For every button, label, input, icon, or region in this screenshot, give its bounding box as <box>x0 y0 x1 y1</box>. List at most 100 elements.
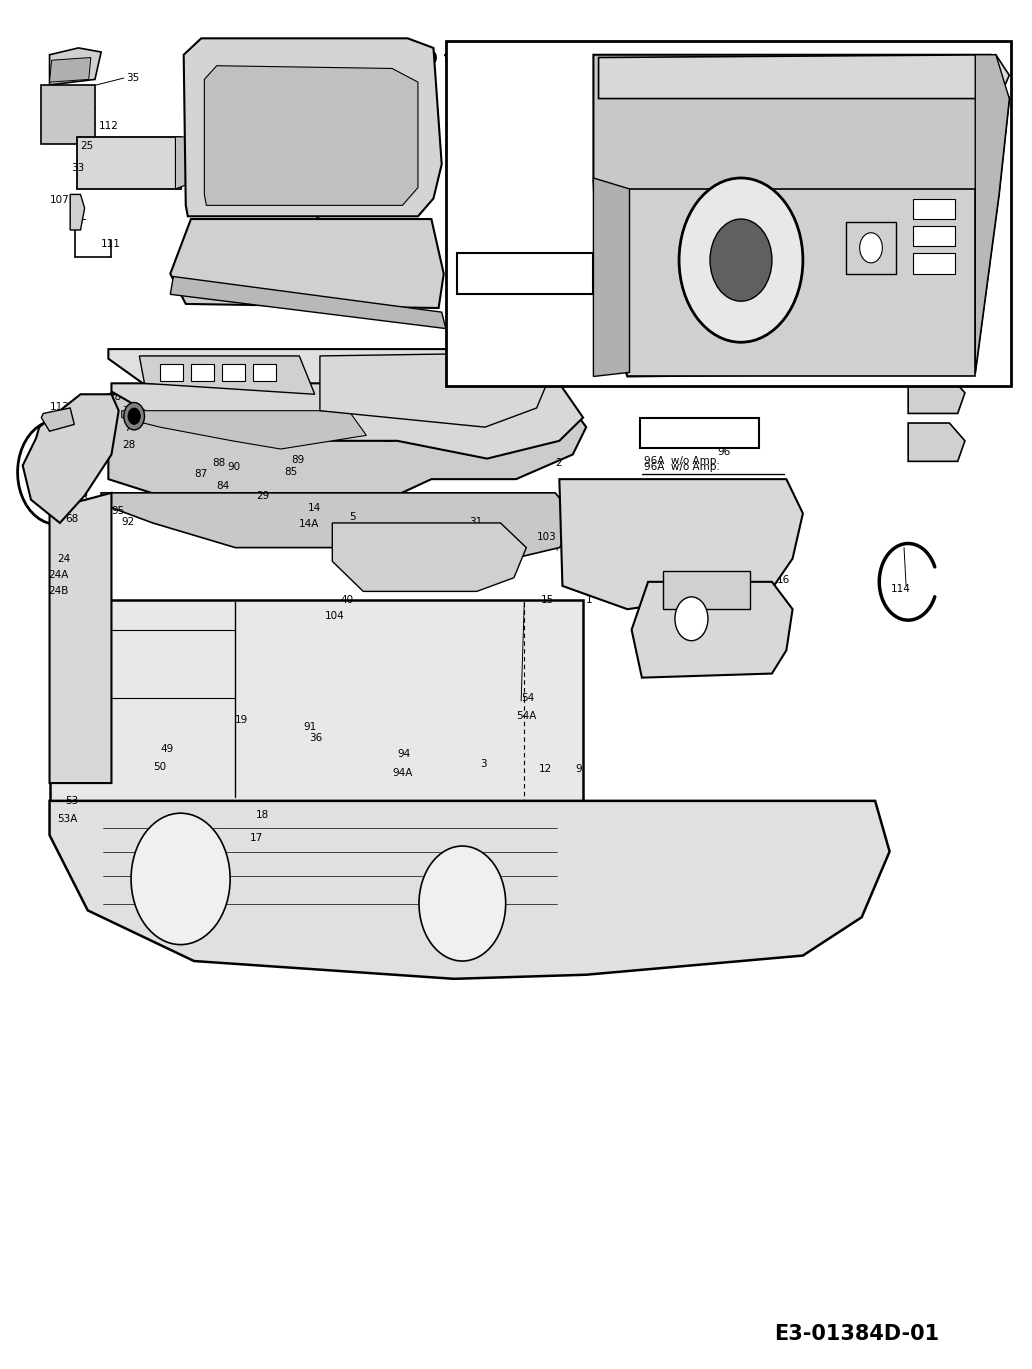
Text: 92: 92 <box>122 516 135 527</box>
Text: 28: 28 <box>122 439 135 450</box>
Polygon shape <box>184 38 442 216</box>
Text: Model  450 thru 479: Model 450 thru 479 <box>329 49 527 68</box>
Text: 13: 13 <box>382 434 395 445</box>
Polygon shape <box>111 383 583 459</box>
Text: E3-01384D-01: E3-01384D-01 <box>774 1324 939 1344</box>
Polygon shape <box>108 394 586 523</box>
Bar <box>446 41 1011 386</box>
Text: 2: 2 <box>555 457 561 468</box>
Text: 73: 73 <box>941 449 955 460</box>
Text: 13: 13 <box>466 402 480 413</box>
Text: 112: 112 <box>99 120 119 131</box>
Text: 79: 79 <box>122 405 135 416</box>
Text: 11: 11 <box>724 517 738 528</box>
Circle shape <box>860 233 882 263</box>
Text: 3: 3 <box>480 758 486 769</box>
Text: 21: 21 <box>39 460 53 471</box>
Text: 97: 97 <box>570 189 583 200</box>
Circle shape <box>419 846 506 961</box>
Text: 94: 94 <box>397 749 411 760</box>
Text: 17: 17 <box>250 832 263 843</box>
Text: 49: 49 <box>160 743 173 754</box>
Polygon shape <box>50 57 91 82</box>
Polygon shape <box>41 85 95 144</box>
Text: 5: 5 <box>349 512 355 523</box>
Text: 113: 113 <box>50 401 69 412</box>
Text: 68: 68 <box>65 513 78 524</box>
Text: 98: 98 <box>433 412 447 423</box>
Text: 15: 15 <box>541 594 554 605</box>
Polygon shape <box>559 479 803 609</box>
Text: 54: 54 <box>521 693 535 704</box>
Text: 53A: 53A <box>57 813 77 824</box>
Text: 34: 34 <box>92 409 105 420</box>
Text: 87: 87 <box>194 468 207 479</box>
Text: 31: 31 <box>204 882 218 893</box>
Text: 18: 18 <box>256 809 269 820</box>
Text: 16: 16 <box>777 575 791 586</box>
Text: 37: 37 <box>165 838 179 849</box>
Polygon shape <box>975 55 1009 372</box>
Text: 33: 33 <box>71 163 85 174</box>
Text: 3: 3 <box>573 528 579 539</box>
Polygon shape <box>101 493 580 564</box>
Text: 72: 72 <box>508 424 521 435</box>
Circle shape <box>675 597 708 641</box>
Text: 7: 7 <box>124 423 130 434</box>
Polygon shape <box>70 194 85 230</box>
Text: 8: 8 <box>372 426 378 437</box>
Text: 88: 88 <box>213 457 226 468</box>
Text: 111: 111 <box>101 238 121 249</box>
Text: 7-, 8-Style: 7-, 8-Style <box>466 189 520 200</box>
Text: 85: 85 <box>284 467 297 478</box>
Text: 103: 103 <box>537 531 556 542</box>
Polygon shape <box>908 331 965 370</box>
Polygon shape <box>175 137 204 189</box>
Polygon shape <box>50 48 101 85</box>
Polygon shape <box>332 523 526 591</box>
Text: 18.5": 18.5" <box>811 348 839 359</box>
Text: 8-Style: 8-Style <box>466 238 503 249</box>
Text: 76A: 76A <box>279 174 299 185</box>
Polygon shape <box>50 801 890 979</box>
Text: w/Amp.: w/Amp. <box>658 435 698 446</box>
Text: 73: 73 <box>941 397 955 408</box>
Text: 24A: 24A <box>49 570 69 580</box>
Text: 107: 107 <box>50 194 69 205</box>
Text: 75A: 75A <box>890 368 910 379</box>
Polygon shape <box>41 408 74 431</box>
Text: 29: 29 <box>256 490 269 501</box>
Bar <box>913 226 955 246</box>
Polygon shape <box>204 66 418 205</box>
Text: 26: 26 <box>191 375 204 386</box>
Bar <box>222 364 245 381</box>
Text: w/Amp.: w/Amp. <box>658 430 698 441</box>
Text: w/ Amp.: w/ Amp. <box>466 207 509 218</box>
Text: 50: 50 <box>153 761 166 772</box>
Bar <box>663 571 750 609</box>
Text: 91: 91 <box>303 721 317 732</box>
Text: 76C: 76C <box>288 144 309 155</box>
Bar <box>191 364 214 381</box>
Text: 95: 95 <box>111 505 125 516</box>
Bar <box>160 364 183 381</box>
Text: 89: 89 <box>291 455 304 465</box>
Text: 97A: 97A <box>535 238 555 249</box>
Polygon shape <box>77 137 181 189</box>
Text: 104: 104 <box>325 611 345 622</box>
Text: 12: 12 <box>539 764 552 775</box>
Text: 94A: 94A <box>392 768 413 779</box>
Circle shape <box>131 813 230 945</box>
Text: 96A  w/o Amp.: 96A w/o Amp. <box>644 456 719 467</box>
Polygon shape <box>170 219 444 308</box>
Circle shape <box>710 219 772 301</box>
Text: 13A: 13A <box>413 397 433 408</box>
Text: 1: 1 <box>586 594 592 605</box>
Polygon shape <box>122 411 366 449</box>
Text: 83: 83 <box>75 493 89 504</box>
Text: 78: 78 <box>108 392 122 402</box>
Text: w/o Amp.: w/o Amp. <box>466 257 515 268</box>
Text: 36: 36 <box>310 732 323 743</box>
Text: U-Style: U-Style <box>466 82 509 96</box>
Text: 76: 76 <box>273 189 287 200</box>
